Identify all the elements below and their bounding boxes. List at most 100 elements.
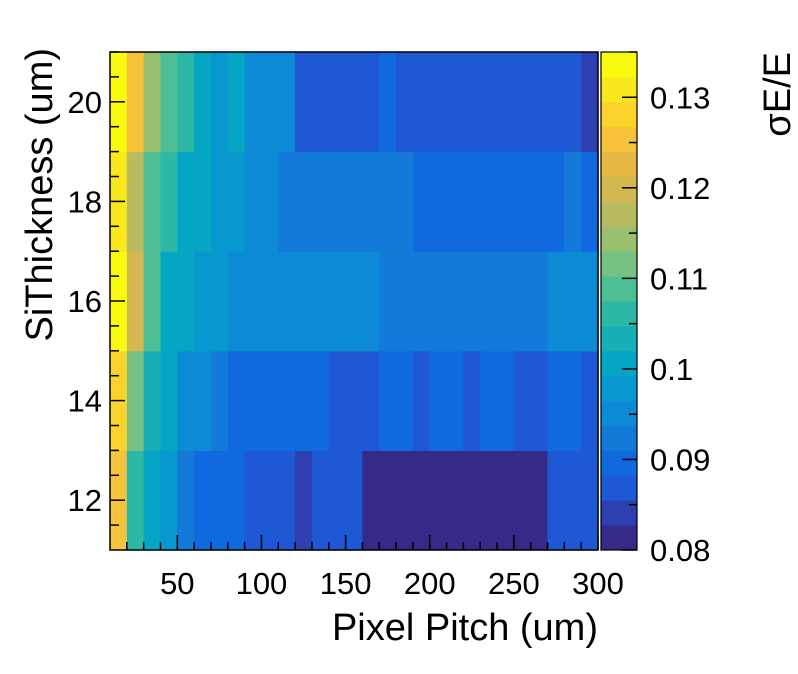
heatmap-cell [194,251,212,352]
heatmap-cell [429,52,448,153]
heatmap-cell [278,151,296,252]
heatmap-cell [278,251,296,352]
heatmap-cell [210,450,229,551]
color-bar-segment [601,400,637,426]
heatmap-cell [547,350,565,451]
color-bar [600,51,638,551]
heatmap-cell [126,251,145,352]
heatmap-cell [311,52,330,153]
color-bar-segment [601,475,637,501]
heatmap-cell [463,151,481,252]
heatmap-cell [463,350,481,451]
heatmap-cell [295,52,313,153]
y-tick-label: 14 [68,384,102,419]
heatmap-cell [362,350,380,451]
x-tick-label: 300 [572,566,624,601]
heatmap-cell [429,251,448,352]
color-bar-segment [601,375,637,402]
x-tick-label: 100 [236,566,288,601]
x-tick-label: 200 [404,566,456,601]
heatmap-cell [497,350,515,451]
heatmap-cell [446,450,464,551]
heatmap-cell [143,151,162,252]
heatmap-cell [227,450,246,551]
y-axis: 12 14 16 18 20 [68,51,125,526]
heatmap-cell [513,251,532,352]
heatmap-cell [446,52,464,153]
heatmap-cell [261,251,279,352]
heatmap-cell [513,350,532,451]
heatmap-cell [244,251,263,352]
heatmap-cell [227,350,246,451]
heatmap-cell [396,251,414,352]
heatmap-cell [244,151,263,252]
color-bar-segment [601,325,637,352]
heatmap-cell [244,450,263,551]
heatmap-cell [379,450,397,551]
heatmap-cell [564,151,582,252]
heatmap-cell [278,450,296,551]
color-bar-segment [601,251,637,277]
heatmap-cell [362,52,380,153]
heatmap-cell [530,251,549,352]
heatmap-cell [480,350,498,451]
heatmap-cell [194,450,212,551]
heatmap-cell [160,450,178,551]
heatmap-cell [311,450,330,551]
heatmap-cell [396,350,414,451]
color-bar-tick-label: 0.13 [650,80,710,115]
heatmap-cell [581,52,599,153]
heatmap-cell [547,251,565,352]
heatmap-cell [581,251,599,352]
heatmap-cell [160,251,178,352]
heatmap-cell [396,151,414,252]
heatmap-cell [143,450,162,551]
color-bar-tick-label: 0.08 [650,533,710,568]
heatmap-cell [530,52,549,153]
heatmap-cell [345,251,364,352]
heatmap-cells [110,52,599,551]
heatmap-cell [446,251,464,352]
heatmap-cell [328,350,347,451]
heatmap-cell [328,251,347,352]
heatmap-cell [480,151,498,252]
heatmap-cell [194,350,212,451]
heatmap-cell [345,350,364,451]
heatmap-cell [530,151,549,252]
color-bar-segment [601,201,637,227]
heatmap-cell [412,350,431,451]
heatmap-cell [126,151,145,252]
heatmap-cell [480,52,498,153]
heatmap-cell [564,251,582,352]
color-bar-segment [601,301,637,327]
x-tick-label: 50 [160,566,194,601]
heatmap-cell [244,52,263,153]
color-bar-axis: 0.08 0.09 0.1 0.11 0.12 0.13 [622,51,710,568]
heatmap-cell [564,450,582,551]
heatmap-cell [126,450,145,551]
heatmap-cell [210,52,229,153]
color-bar-frame [600,51,638,551]
heatmap-cell [143,350,162,451]
heatmap-cell [177,450,195,551]
color-bar-tick-label: 0.11 [650,261,708,296]
heatmap-cell [379,350,397,451]
heatmap-cell [463,52,481,153]
heatmap-cell [513,450,532,551]
heatmap-cell [295,350,313,451]
color-bar-segment [601,525,637,551]
color-bar-segment [601,52,637,78]
heatmap-cell [379,151,397,252]
y-tick-label: 16 [68,284,102,319]
color-bar-segment [601,425,637,451]
heatmap-cell [210,251,229,352]
heatmap-cell [412,450,431,551]
heatmap-cell [497,251,515,352]
heatmap-cell [160,52,178,153]
heatmap-cell [244,350,263,451]
color-bar-tick-label: 0.09 [650,442,710,477]
heatmap-cell [564,52,582,153]
x-tick-label: 150 [320,566,372,601]
color-bar-segment [601,101,637,128]
heatmap-cell [412,151,431,252]
